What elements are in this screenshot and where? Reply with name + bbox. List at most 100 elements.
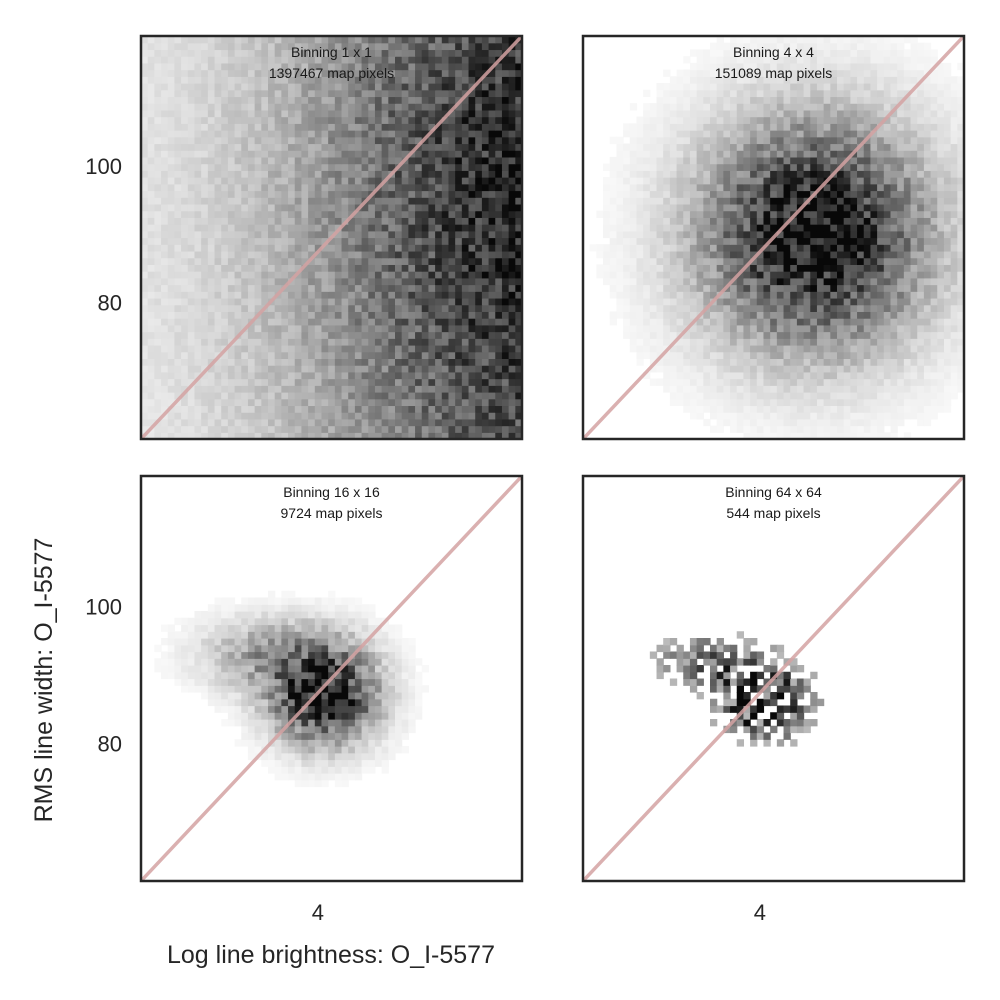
heatmap-cell (261, 143, 269, 151)
heatmap-cell (374, 264, 383, 272)
heatmap-cell (207, 130, 216, 138)
heatmap-cell (254, 62, 262, 71)
heatmap-cell (750, 418, 758, 427)
heatmap-cell (241, 69, 249, 77)
heatmap-cell (268, 203, 276, 212)
heatmap-cell (181, 170, 189, 178)
heatmap-cell (736, 304, 745, 312)
heatmap-cell (689, 244, 698, 252)
heatmap-cell (488, 76, 496, 84)
heatmap-cell (207, 237, 216, 245)
heatmap-cell (141, 405, 149, 413)
heatmap-cell (274, 257, 282, 265)
heatmap-cell (910, 378, 918, 386)
heatmap-cell (663, 318, 671, 326)
heatmap-cell (181, 412, 189, 420)
heatmap-cell (174, 62, 182, 71)
heatmap-cell (508, 358, 516, 366)
heatmap-cell (736, 418, 745, 427)
heatmap-cell (381, 210, 389, 218)
heatmap-cell (730, 398, 738, 407)
heatmap-cell (461, 56, 470, 64)
heatmap-cell (743, 378, 751, 386)
heatmap-cell (461, 69, 470, 77)
heatmap-cell (783, 271, 791, 279)
heatmap-cell (415, 344, 423, 353)
heatmap-cell (147, 62, 155, 71)
heatmap-cell (890, 432, 898, 439)
heatmap-cell (428, 405, 436, 413)
heatmap-cell (167, 250, 176, 259)
heatmap-cell (461, 190, 470, 198)
heatmap-cell (723, 358, 731, 366)
heatmap-cell (897, 398, 905, 407)
heatmap-cell (803, 271, 811, 279)
heatmap-cell (796, 398, 805, 407)
heatmap-cell (201, 338, 209, 346)
heatmap-cell (508, 210, 516, 218)
heatmap-cell (957, 264, 964, 272)
heatmap-cell (147, 83, 155, 91)
heatmap-cell (823, 344, 831, 353)
heatmap-cell (435, 405, 443, 413)
heatmap-cell (683, 217, 691, 225)
heatmap-cell (823, 318, 831, 326)
heatmap-cell (750, 224, 758, 232)
heatmap-cell (710, 358, 718, 366)
heatmap-cell (710, 378, 718, 386)
heatmap-cell (261, 163, 269, 171)
heatmap-cell (508, 425, 516, 433)
heatmap-cell (857, 358, 865, 366)
heatmap-cell (803, 264, 811, 272)
heatmap-cell (288, 244, 296, 252)
heatmap-cell (354, 150, 363, 158)
heatmap-cell (401, 42, 409, 51)
heatmap-cell (890, 365, 898, 373)
heatmap-cell (201, 83, 209, 91)
heatmap-cell (161, 264, 169, 272)
heatmap-cell (328, 163, 336, 171)
heatmap-cell (141, 291, 149, 299)
heatmap-cell (930, 344, 938, 353)
heatmap-cell (710, 230, 718, 239)
heatmap-cell (943, 271, 952, 279)
heatmap-cell (616, 284, 624, 292)
heatmap-cell (308, 103, 316, 111)
heatmap-cell (154, 49, 162, 57)
heatmap-cell (763, 331, 771, 339)
heatmap-cell (455, 190, 463, 198)
heatmap-cell (803, 371, 811, 380)
heatmap-cell (381, 318, 389, 326)
heatmap-cell (408, 156, 416, 165)
heatmap-cell (241, 271, 249, 279)
heatmap-cell (154, 136, 162, 145)
heatmap-cell (401, 331, 409, 339)
heatmap-cell (448, 244, 456, 252)
heatmap-cell (810, 311, 818, 319)
heatmap-cell (254, 432, 262, 439)
heatmap-cell (421, 338, 430, 346)
heatmap-cell (703, 264, 711, 272)
heatmap-cell (214, 49, 222, 57)
heatmap-cell (141, 284, 149, 292)
heatmap-cell (268, 177, 276, 185)
heatmap-cell (455, 297, 463, 306)
heatmap-cell (937, 230, 945, 239)
heatmap-cell (381, 250, 389, 259)
heatmap-cell (221, 284, 229, 292)
heatmap-cell (897, 311, 905, 319)
heatmap-cell (816, 324, 825, 333)
heatmap-cell (863, 284, 872, 292)
heatmap-cell (508, 224, 516, 232)
heatmap-cell (194, 163, 202, 171)
heatmap-cell (448, 385, 456, 393)
heatmap-cell (154, 109, 162, 118)
heatmap-cell (401, 83, 409, 91)
heatmap-cell (321, 62, 329, 71)
heatmap-cell (194, 170, 202, 178)
heatmap-cell (683, 385, 691, 393)
heatmap-cell (308, 83, 316, 91)
heatmap-cell (161, 385, 169, 393)
heatmap-cell (629, 271, 638, 279)
heatmap-cell (683, 271, 691, 279)
